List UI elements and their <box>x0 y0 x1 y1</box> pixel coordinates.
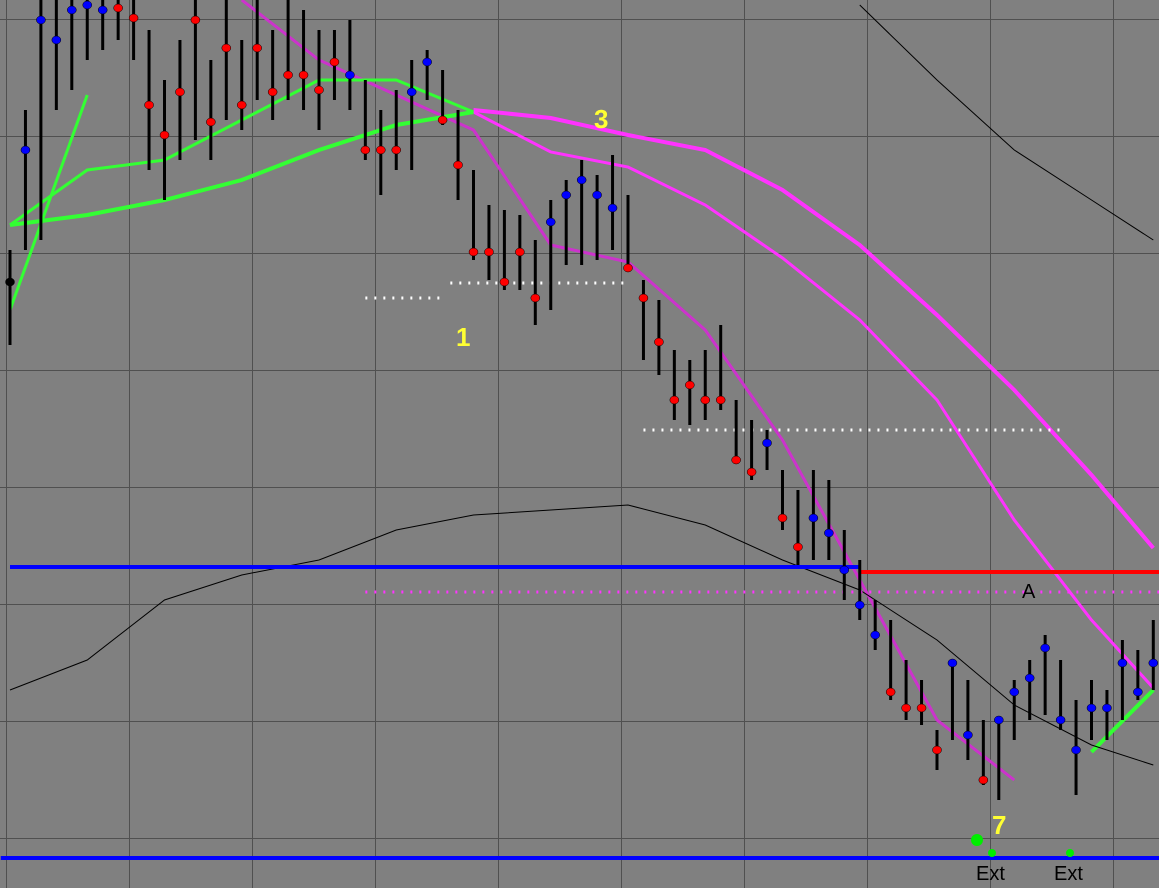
close-dot <box>561 190 571 200</box>
close-dot <box>700 395 710 405</box>
close-dot <box>190 15 201 25</box>
close-dot <box>499 277 510 287</box>
annotation: Ext <box>976 863 1005 885</box>
close-dot <box>20 145 31 155</box>
close-dot <box>406 87 417 97</box>
close-dot <box>824 528 834 538</box>
close-dot <box>685 380 695 390</box>
annotation: 1 <box>456 322 470 352</box>
close-dot <box>36 15 46 25</box>
plot <box>0 0 1159 860</box>
close-dot <box>51 35 62 45</box>
close-dot <box>885 687 896 697</box>
close-dot <box>1086 703 1097 713</box>
signal-dot <box>971 834 983 846</box>
close-dot <box>916 703 927 713</box>
close-dot <box>252 43 262 53</box>
close-dot <box>422 57 432 67</box>
close-dot <box>839 565 850 575</box>
signal-dot <box>1066 849 1074 857</box>
close-dot <box>870 630 880 640</box>
close-dot <box>592 190 602 200</box>
close-dot <box>345 70 355 80</box>
annotation: 7 <box>992 810 1006 840</box>
close-dot <box>901 703 911 713</box>
close-dot <box>978 775 989 785</box>
indicator-line <box>8 94 89 311</box>
close-dot <box>746 467 757 477</box>
close-dot <box>669 395 680 405</box>
indicator-line <box>472 110 1155 690</box>
close-dot <box>1040 643 1050 653</box>
annotation: 3 <box>594 104 608 134</box>
close-dot <box>1009 687 1019 697</box>
close-dot <box>607 203 618 213</box>
close-dot <box>530 293 541 303</box>
close-dot <box>298 70 309 80</box>
close-dot <box>1055 715 1066 725</box>
close-dot <box>267 87 278 97</box>
close-dot <box>762 438 772 448</box>
close-dot <box>654 337 664 347</box>
close-dot <box>638 293 649 303</box>
close-dot <box>715 395 726 405</box>
close-dot <box>453 160 463 170</box>
close-dot <box>1133 687 1143 697</box>
close-dot <box>314 85 324 95</box>
close-dot <box>175 87 185 97</box>
close-dot <box>221 43 232 53</box>
close-dot <box>437 115 448 125</box>
close-dot <box>97 5 108 15</box>
close-dot <box>808 513 819 523</box>
close-dot <box>283 70 293 80</box>
close-dot <box>376 145 386 155</box>
close-dot <box>237 100 247 110</box>
annotation: A <box>1022 581 1036 603</box>
close-dot <box>1148 658 1159 668</box>
close-dot <box>515 247 525 257</box>
close-dot <box>731 455 741 465</box>
close-dot <box>1102 703 1112 713</box>
close-dot <box>777 513 788 523</box>
close-dot <box>623 263 633 273</box>
close-dot <box>329 57 340 67</box>
close-dot <box>128 13 139 23</box>
close-dot <box>391 145 401 155</box>
close-dot <box>855 600 865 610</box>
close-dot <box>206 117 216 127</box>
close-dot <box>1117 658 1128 668</box>
indicator-line <box>473 108 1155 550</box>
close-dot <box>468 247 479 257</box>
close-dot <box>113 3 123 13</box>
indicator-line <box>859 4 1154 241</box>
close-dot <box>144 100 154 110</box>
close-dot <box>932 745 942 755</box>
close-dot <box>67 5 77 15</box>
close-dot <box>793 542 803 552</box>
close-dot <box>1024 673 1035 683</box>
annotation: Ext <box>1054 863 1083 885</box>
close-dot <box>159 130 170 140</box>
signal-dot <box>988 849 996 857</box>
close-dot <box>484 247 494 257</box>
close-dot <box>360 145 371 155</box>
indicator-line <box>9 504 1154 766</box>
close-dot <box>546 217 556 227</box>
close-dot <box>947 658 958 668</box>
indicator-line <box>240 0 1016 782</box>
close-dot <box>963 730 973 740</box>
close-dot <box>1071 745 1081 755</box>
close-dot <box>576 175 587 185</box>
close-dot <box>82 0 92 10</box>
close-dot <box>5 277 15 287</box>
close-dot <box>994 715 1004 725</box>
